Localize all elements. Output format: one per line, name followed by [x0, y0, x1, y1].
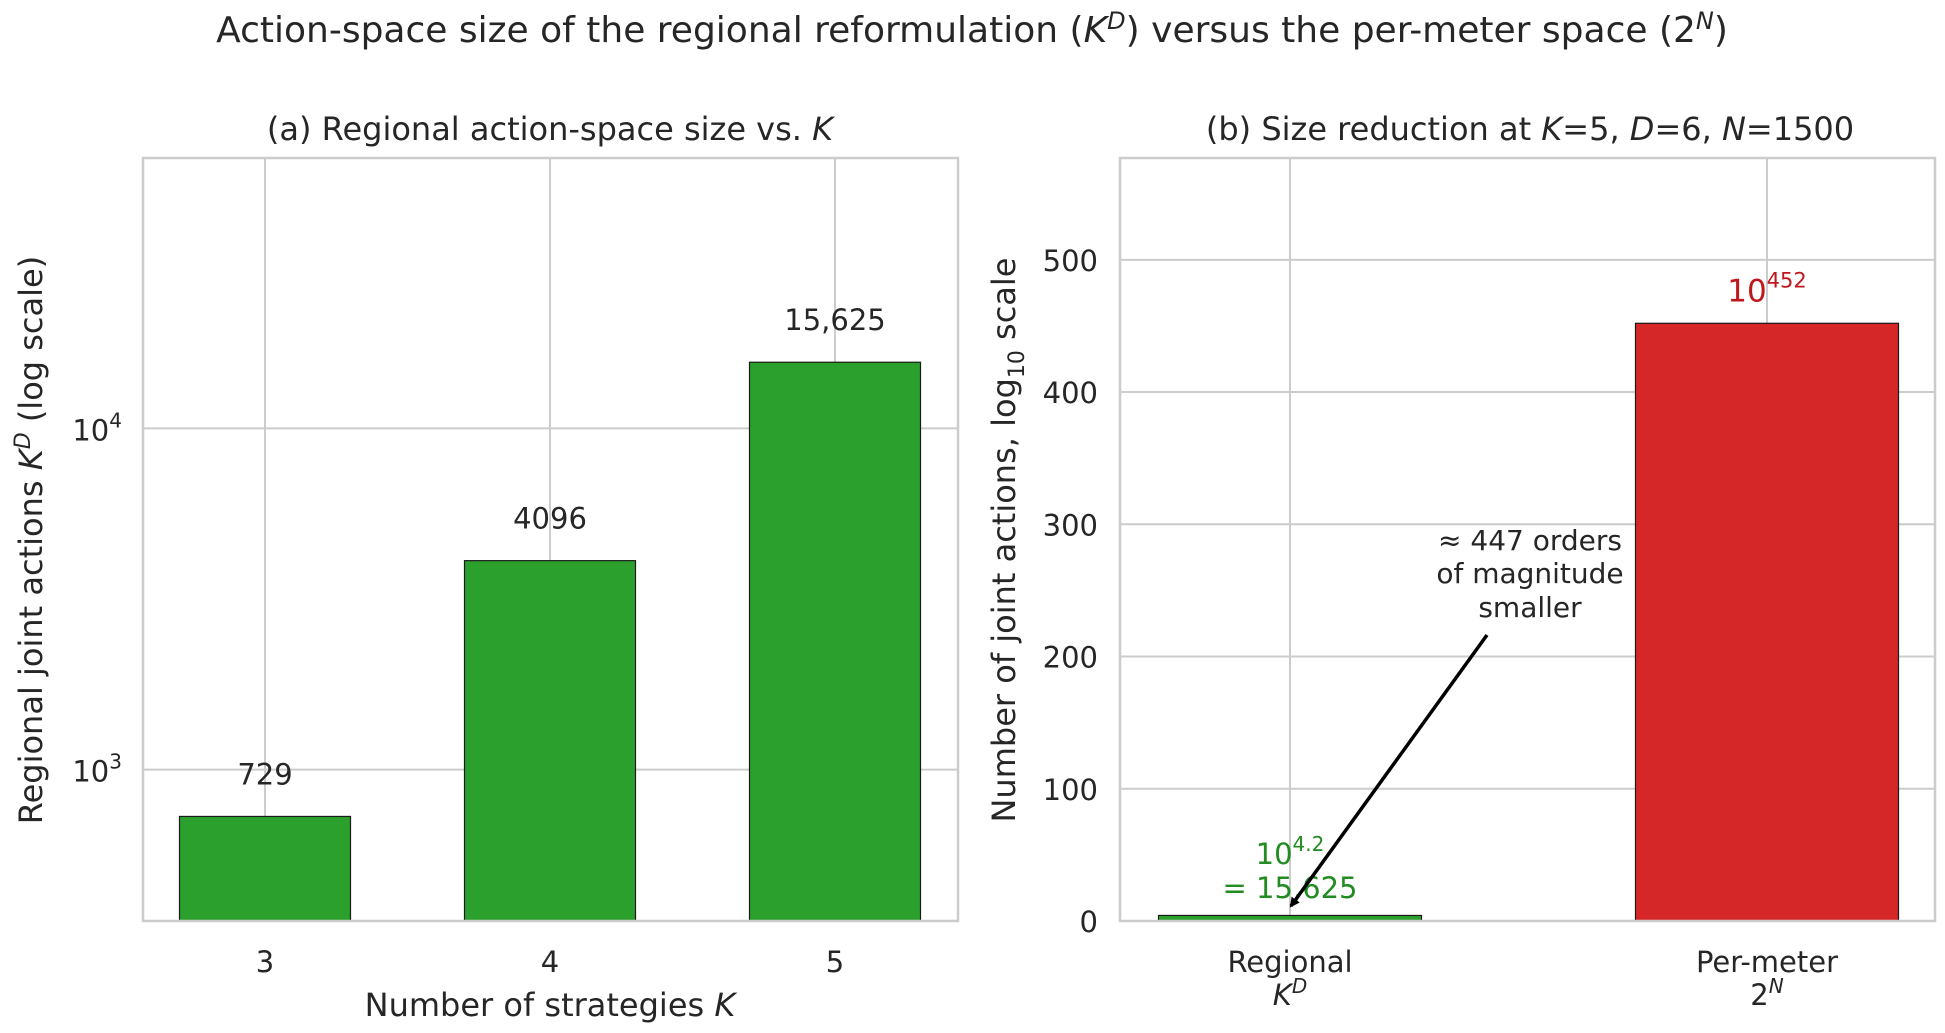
bar-per-meter: [1634, 322, 1900, 922]
panel-b-y-tick-label: 0: [1080, 905, 1098, 939]
figure-title: Action-space size of the regional reform…: [216, 7, 1728, 51]
panel-a-x-tick-label: 3: [256, 945, 274, 979]
panel-b-x-tick-label: Regional: [1227, 945, 1352, 979]
panel-b-bars: [1157, 322, 1900, 922]
panel-b-frame: [1118, 156, 1937, 923]
panel-a-bar-label: 729: [237, 757, 292, 791]
bar-k4: [463, 560, 637, 922]
panel-a-y-tick-label: 104: [72, 408, 122, 447]
panel-a-bar-label: 15,625: [784, 303, 885, 337]
panel-a-frame: [141, 156, 960, 923]
panel-a: (a) Regional action-space size vs. K 103…: [11, 110, 960, 1024]
panel-b-y-tick-label: 200: [1043, 641, 1098, 675]
panel-b-x-tick-label-math: 2N: [1750, 974, 1783, 1012]
panel-a-y-ticks: 103 104: [72, 408, 122, 788]
bar-k5: [748, 361, 922, 922]
panel-b-y-tick-label: 400: [1043, 376, 1098, 410]
panel-b-title: (b) Size reduction at K=5, D=6, N=1500: [1206, 110, 1854, 148]
bar-k3: [178, 815, 352, 922]
panel-b: (b) Size reduction at K=5, D=6, N=1500 0…: [985, 110, 1937, 1012]
regional-value-label: 104.2: [1256, 832, 1325, 871]
panel-b-x-tick-label: Per-meter: [1696, 945, 1838, 979]
panel-a-title: (a) Regional action-space size vs. K: [267, 110, 836, 148]
panel-a-bar-labels: 729 4096 15,625: [237, 303, 885, 791]
panel-b-bar-labels: 104.2= 15,625 10452: [1223, 268, 1807, 905]
panel-a-x-axis-label: Number of strategies K: [365, 986, 739, 1024]
panel-a-bars: [178, 361, 922, 922]
panel-a-bar-label: 4096: [513, 502, 587, 536]
panel-a-y-tick-label: 103: [72, 750, 122, 789]
panel-b-y-axis-label: Number of joint actions, log10 scale: [985, 257, 1030, 822]
panel-b-annotation: ≈ 447 orders of magnitude smaller: [1289, 524, 1624, 908]
panel-b-y-tick-label: 100: [1043, 773, 1098, 807]
panel-a-y-axis-label: Regional joint actions KD (log scale): [11, 256, 50, 824]
regional-value-label-line2: = 15,625: [1223, 871, 1358, 905]
panel-b-y-ticks: 0 100 200 300 400 500: [1043, 244, 1098, 939]
panel-a-x-tick-label: 4: [541, 945, 559, 979]
annotation-arrow: [1289, 633, 1489, 908]
panel-a-x-tick-label: 5: [826, 945, 844, 979]
annotation-text: ≈ 447 orders of magnitude smaller: [1436, 524, 1623, 624]
panel-b-y-tick-label: 500: [1043, 244, 1098, 278]
panel-b-y-tick-label: 300: [1043, 508, 1098, 542]
panel-b-x-tick-label-math: KD: [1273, 974, 1307, 1012]
panel-a-x-ticks: 3 4 5: [256, 945, 844, 979]
per-meter-value-label: 10452: [1727, 268, 1807, 309]
